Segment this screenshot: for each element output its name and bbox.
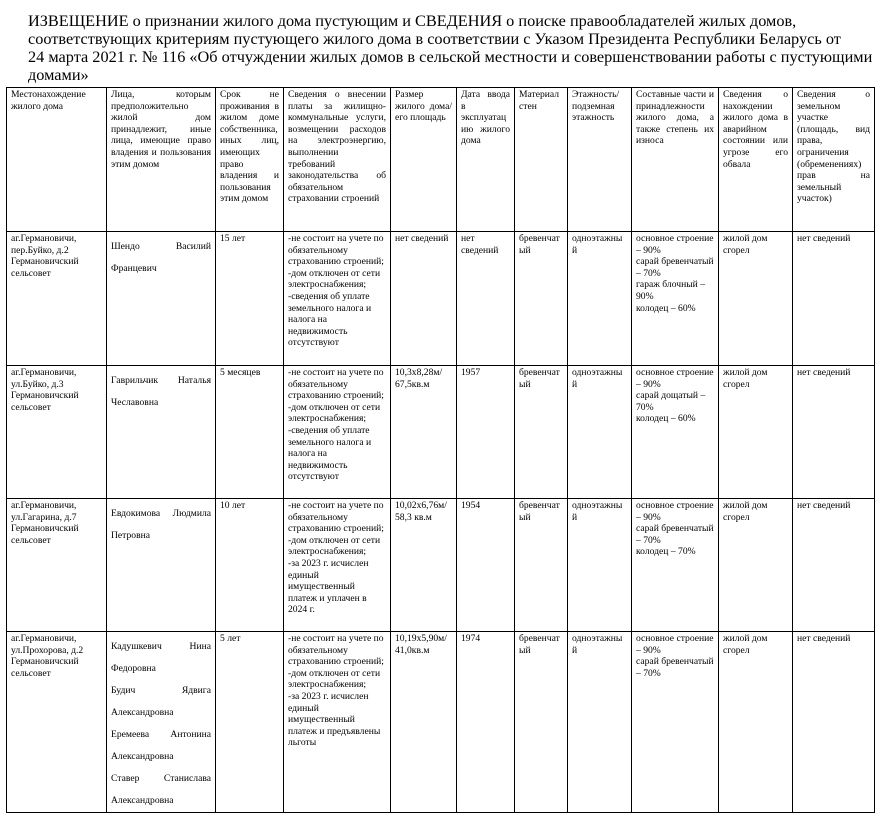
cell-payments: -не состоит на учете по обязательному ст…	[283, 498, 391, 632]
cell-line: основное строение – 90%	[636, 500, 714, 523]
cell-line: -не состоит на учете по обязательному ст…	[288, 233, 384, 268]
vacant-houses-table: Местонахождение жилого дома Лица, которым…	[6, 87, 875, 813]
cell-date: 1957	[456, 365, 515, 499]
person-name: Шендо Василий Францевич	[111, 241, 211, 274]
cell-emergency: жилой дом сгорел	[718, 498, 793, 632]
column-header: Материал стен	[514, 87, 568, 232]
cell-line: колодец – 60%	[636, 302, 696, 314]
cell-payments: -не состоит на учете по обязательному ст…	[283, 231, 391, 366]
column-header: Сведения о земельном участке (площадь, в…	[792, 87, 875, 232]
cell-line: -сведения об уплате земельного налога и …	[288, 290, 372, 349]
cell-land: нет сведений	[792, 231, 875, 366]
title-line: 24 марта 2021 г. № 116 «Об отчуждении жи…	[28, 47, 873, 66]
cell-line: -дом отключен от сети электроснабжения;	[288, 534, 381, 558]
column-header: Дата ввода в эксплуатацию жилого дома	[456, 87, 515, 232]
cell-size: 10,19х5,90м/ 41,0кв.м	[390, 631, 457, 813]
column-header: Сведения о внесении платы за жилищно-ком…	[283, 87, 391, 232]
cell-floors: одноэтажный	[567, 365, 632, 499]
cell-date: 1974	[456, 631, 515, 813]
cell-payments: -не состоит на учете по обязательному ст…	[283, 631, 391, 813]
cell-emergency: жилой дом сгорел	[718, 631, 793, 813]
cell-line: сарай бревенчатый – 70%	[636, 256, 714, 279]
cell-persons: Евдокимова Людмила Петровна	[106, 498, 216, 632]
cell-parts: основное строение – 90% сарай дощатый – 7…	[631, 365, 719, 499]
cell-material: бревенчатый	[514, 631, 568, 813]
column-header: Этажность/ подземная этажность	[567, 87, 632, 232]
cell-location: аг.Германовичи, пер.Буйко, д.2 Германови…	[6, 231, 107, 366]
table-header-row: Местонахождение жилого дома Лица, которым…	[6, 87, 875, 232]
cell-land: нет сведений	[792, 631, 875, 813]
column-header: Размер жилого дома/ его площадь	[390, 87, 457, 232]
person-name: Кадушкевич Нина Федоровна	[111, 641, 211, 674]
column-header: Составные части и принадлежности жилого …	[631, 87, 719, 232]
cell-emergency: жилой дом сгорел	[718, 231, 793, 366]
cell-emergency: жилой дом сгорел	[718, 365, 793, 499]
cell-line: колодец – 70%	[636, 546, 696, 558]
table-row: аг.Германовичи, ул.Гагарина, д.7 Германо…	[6, 498, 875, 632]
title-line: соответствующих критериям пустующего жил…	[28, 29, 841, 48]
cell-vacancy: 5 лет	[215, 631, 284, 813]
cell-material: бревенчатый	[514, 365, 568, 499]
person-name: Ставер Станислава Александровна	[111, 773, 211, 806]
cell-location: аг.Германовичи, ул.Буйко, д.3 Германович…	[6, 365, 107, 499]
cell-line: -за 2023 г. исчислен единый имущественны…	[288, 557, 369, 616]
cell-land: нет сведений	[792, 365, 875, 499]
cell-line: колодец – 60%	[636, 413, 696, 425]
person-name: Гаврильчик Наталья Чеславовна	[111, 375, 211, 408]
cell-vacancy: 10 лет	[215, 498, 284, 632]
cell-line: -не состоит на учете по обязательному ст…	[288, 633, 384, 668]
cell-floors: одноэтажный	[567, 231, 632, 366]
table-row: аг.Германовичи, ул.Прохорова, д.2 Герман…	[6, 631, 875, 813]
cell-line: сарай бревенчатый – 70%	[636, 523, 714, 546]
cell-size: нет сведений	[390, 231, 457, 366]
table-row: аг.Германовичи, пер.Буйко, д.2 Германови…	[6, 231, 875, 366]
cell-parts: основное строение – 90% сарай бревенчатый…	[631, 498, 719, 632]
cell-parts: основное строение – 90% сарай бревенчатый…	[631, 631, 719, 813]
cell-date: 1954	[456, 498, 515, 632]
cell-location: аг.Германовичи, ул.Гагарина, д.7 Германо…	[6, 498, 107, 632]
cell-line: -не состоит на учете по обязательному ст…	[288, 367, 384, 402]
title-line: домами»	[28, 65, 89, 84]
cell-line: сарай дощатый – 70%	[636, 390, 706, 413]
cell-line: -сведения об уплате земельного налога и …	[288, 424, 372, 483]
cell-line: основное строение – 90%	[636, 367, 714, 390]
person-name: Еремеева Антонина Александровна	[111, 729, 211, 762]
title-line: ИЗВЕЩЕНИЕ о признании жилого дома пустую…	[28, 11, 797, 30]
person-name: Будич Ядвига Александровна	[111, 685, 211, 718]
cell-payments: -не состоит на учете по обязательному ст…	[283, 365, 391, 499]
document-title: ИЗВЕЩЕНИЕ о признании жилого дома пустую…	[28, 12, 878, 84]
cell-vacancy: 15 лет	[215, 231, 284, 366]
cell-floors: одноэтажный	[567, 631, 632, 813]
cell-line: -за 2023 г. исчислен единый имущественны…	[288, 690, 381, 749]
cell-material: бревенчатый	[514, 231, 568, 366]
cell-line: -дом отключен от сети электроснабжения;	[288, 667, 381, 691]
cell-size: 10,02х6,76м/ 58,3 кв.м	[390, 498, 457, 632]
column-header: Местонахождение жилого дома	[6, 87, 107, 232]
cell-persons: Кадушкевич Нина Федоровна Будич Ядвига Ал…	[106, 631, 216, 813]
cell-floors: одноэтажный	[567, 498, 632, 632]
column-header: Срок не проживания в жилом доме собствен…	[215, 87, 284, 232]
cell-line: основное строение – 90%	[636, 633, 714, 656]
cell-line: сарай бревенчатый – 70%	[636, 656, 714, 679]
cell-line: -дом отключен от сети электроснабжения;	[288, 401, 381, 425]
person-name: Евдокимова Людмила Петровна	[111, 508, 211, 541]
column-header: Лица, которым предположительно жилой дом…	[106, 87, 216, 232]
cell-location: аг.Германовичи, ул.Прохорова, д.2 Герман…	[6, 631, 107, 813]
cell-vacancy: 5 месяцев	[215, 365, 284, 499]
cell-line: -не состоит на учете по обязательному ст…	[288, 500, 384, 535]
cell-material: бревенчатый	[514, 498, 568, 632]
column-header: Сведения о нахождении жилого дома в авар…	[718, 87, 793, 232]
cell-persons: Гаврильчик Наталья Чеславовна	[106, 365, 216, 499]
cell-persons: Шендо Василий Францевич	[106, 231, 216, 366]
cell-parts: основное строение – 90% сарай бревенчатый…	[631, 231, 719, 366]
table-row: аг.Германовичи, ул.Буйко, д.3 Германович…	[6, 365, 875, 499]
cell-land: нет сведений	[792, 498, 875, 632]
cell-line: -дом отключен от сети электроснабжения;	[288, 267, 381, 291]
cell-size: 10,3х8,28м/ 67,5кв.м	[390, 365, 457, 499]
cell-date: нет сведений	[456, 231, 515, 366]
cell-line: гараж блочный – 90%	[636, 279, 705, 302]
cell-line: основное строение – 90%	[636, 233, 714, 256]
